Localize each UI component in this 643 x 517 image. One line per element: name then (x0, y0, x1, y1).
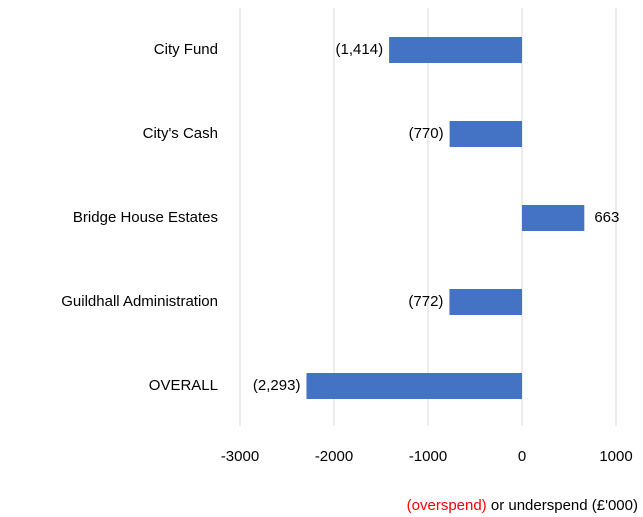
bar (389, 37, 522, 63)
y-tick-label: City Fund (154, 41, 218, 58)
y-tick-label: City's Cash (143, 125, 218, 142)
value-label: (2,293) (253, 377, 301, 394)
x-tick-label: 0 (518, 448, 526, 465)
value-label: 663 (594, 209, 619, 226)
x-axis-label-rest: or underspend (£'000) (491, 497, 638, 514)
x-axis-label-negative: (overspend) (407, 497, 487, 514)
bar (449, 289, 522, 315)
x-tick-label: -1000 (409, 448, 447, 465)
value-label: (770) (409, 125, 444, 142)
bar (449, 121, 522, 147)
x-tick-label: -3000 (221, 448, 259, 465)
value-label: (772) (408, 293, 443, 310)
value-label: (1,414) (336, 41, 384, 58)
y-tick-label: Bridge House Estates (73, 209, 218, 226)
bar (522, 205, 585, 231)
y-tick-label: Guildhall Administration (61, 293, 218, 310)
x-axis-label: (overspend) or underspend (£'000) (407, 497, 638, 514)
x-tick-label: -2000 (315, 448, 353, 465)
y-tick-label: OVERALL (149, 377, 218, 394)
bar (306, 373, 522, 399)
x-tick-label: 1000 (599, 448, 632, 465)
